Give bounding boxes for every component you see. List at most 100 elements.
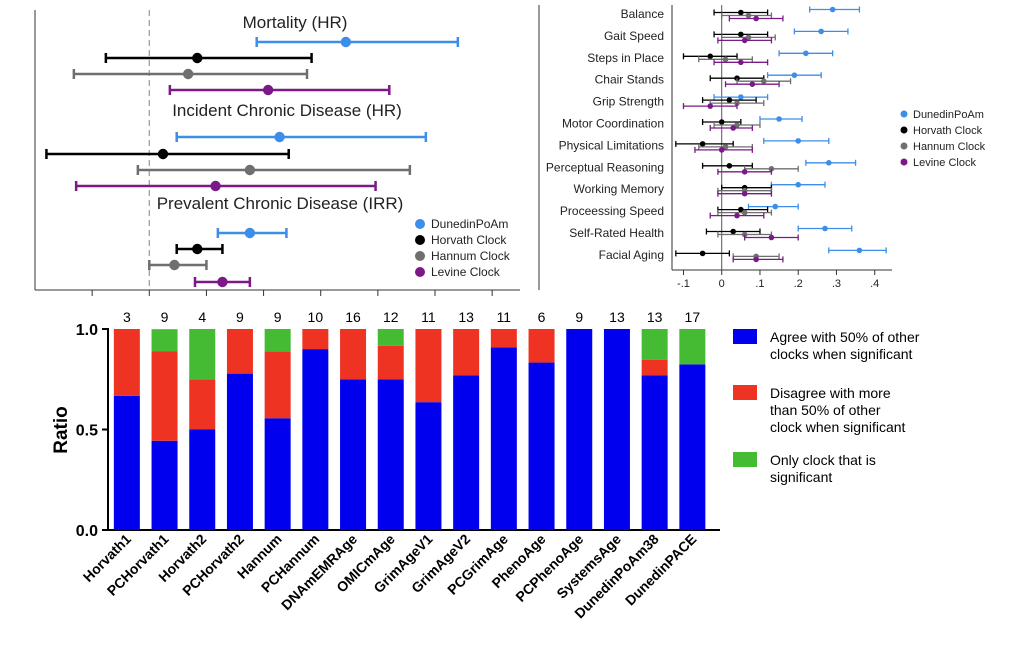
- section-title: Incident Chronic Disease (HR): [172, 101, 402, 120]
- legend-label: Only clock that is: [770, 452, 876, 468]
- count-label: 12: [383, 309, 399, 325]
- bar-segment-disagree: [415, 329, 442, 403]
- point-estimate: [707, 103, 714, 109]
- point-estimate: [734, 212, 740, 219]
- legend-panel-b: DunedinPoAm Horvath Clock Hannum Clock Levi…: [900, 109, 986, 169]
- x-tick-label: .2: [794, 278, 803, 290]
- point-estimate: [738, 9, 744, 16]
- legend-label: clock when significant: [770, 419, 906, 435]
- legend-marker: [415, 251, 425, 261]
- point-estimate: [768, 234, 775, 241]
- point-estimate: [791, 72, 798, 78]
- count-label: 6: [538, 309, 546, 325]
- bar-segment-agree: [189, 429, 216, 530]
- legend-label: clocks when significant: [770, 346, 913, 362]
- bar-segment-only: [377, 329, 404, 346]
- point-estimate: [760, 78, 767, 84]
- count-label: 9: [236, 309, 244, 325]
- point-estimate: [340, 36, 352, 48]
- x-tick-label: .4: [870, 278, 879, 290]
- bar-segment-agree: [528, 362, 555, 530]
- point-estimate: [182, 68, 194, 80]
- point-estimate: [734, 100, 740, 106]
- x-tick-label: 0: [719, 278, 725, 290]
- bar-segment-disagree: [377, 345, 404, 380]
- point-estimate: [772, 203, 779, 210]
- point-estimate: [856, 247, 863, 254]
- outcome-label: Grip Strength: [593, 95, 664, 109]
- point-estimate: [210, 180, 221, 192]
- point-estimate: [829, 6, 836, 13]
- bar-segment-agree: [264, 418, 291, 530]
- point-estimate: [726, 97, 733, 103]
- bar-segment-disagree: [302, 329, 329, 350]
- point-estimate: [730, 125, 736, 131]
- count-label: 4: [198, 309, 206, 325]
- point-estimate: [707, 53, 714, 60]
- bar-segment-disagree: [113, 329, 140, 396]
- point-estimate: [722, 144, 729, 150]
- point-estimate: [734, 122, 740, 128]
- legend-marker: [415, 235, 425, 245]
- point-estimate: [192, 243, 203, 255]
- bar-segment-disagree: [151, 351, 178, 441]
- outcome-label: Working Memory: [574, 182, 664, 196]
- count-label: 11: [497, 309, 512, 325]
- count-label: 17: [685, 309, 701, 325]
- count-label: 16: [345, 309, 361, 325]
- outcome-label: Steps in Place: [587, 51, 664, 65]
- legend-label: Horvath Clock: [431, 233, 507, 247]
- legend-label: Levine Clock: [913, 157, 976, 169]
- legend-label: Levine Clock: [431, 265, 501, 279]
- outcome-label: Physical Limitations: [559, 138, 664, 152]
- legend-marker: [900, 110, 908, 118]
- legend-label: than 50% of other: [770, 402, 881, 418]
- count-label: 11: [421, 309, 436, 325]
- outcome-label: Gait Speed: [604, 29, 664, 43]
- count-label: 13: [647, 309, 663, 325]
- outcome-label: Self-Rated Health: [569, 226, 664, 240]
- bar-segment-agree: [151, 440, 178, 530]
- point-estimate: [795, 138, 802, 144]
- bar-segment-disagree: [453, 329, 480, 376]
- bar-segment-disagree: [641, 359, 668, 376]
- x-tick-label: .3: [832, 278, 841, 290]
- legend-label: Hannum Clock: [431, 249, 511, 263]
- legend-swatch: [733, 329, 757, 344]
- legend-swatch: [733, 385, 757, 400]
- count-label: 9: [575, 309, 583, 325]
- outcome-label: Chair Stands: [595, 73, 664, 87]
- point-estimate: [699, 141, 706, 147]
- section-title: Prevalent Chronic Disease (IRR): [157, 194, 404, 213]
- point-estimate: [753, 15, 759, 22]
- point-estimate: [718, 119, 725, 125]
- y-tick-label: 0.0: [76, 523, 98, 540]
- point-estimate: [826, 160, 832, 166]
- count-label: 9: [161, 309, 169, 325]
- point-estimate: [262, 84, 274, 96]
- point-estimate: [192, 52, 203, 64]
- bar-segment-agree: [340, 379, 367, 530]
- point-estimate: [169, 259, 180, 271]
- bar-segment-agree: [603, 329, 630, 530]
- outcome-label: Motor Coordination: [562, 117, 664, 131]
- bar-segment-only: [151, 329, 178, 352]
- bar-segment-agree: [415, 402, 442, 530]
- count-label: 13: [458, 309, 474, 325]
- count-label: 3: [123, 309, 131, 325]
- point-estimate: [818, 28, 824, 35]
- bar-segment-agree: [490, 347, 517, 530]
- point-estimate: [217, 276, 228, 288]
- bar-segment-agree: [679, 364, 706, 530]
- legend-marker: [900, 158, 908, 166]
- point-estimate: [745, 34, 752, 41]
- bar-segment-agree: [113, 395, 140, 530]
- point-estimate: [741, 190, 748, 197]
- point-estimate: [776, 116, 782, 122]
- point-estimate: [244, 164, 256, 176]
- bar-segment-agree: [302, 349, 329, 530]
- count-label: 10: [308, 309, 324, 325]
